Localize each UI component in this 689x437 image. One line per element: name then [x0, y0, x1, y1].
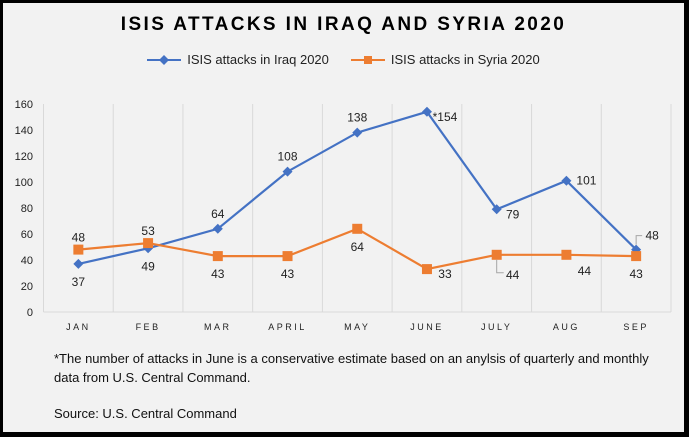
y-tick-label: 0 [27, 307, 33, 319]
data-point-syria [561, 249, 572, 260]
data-point-syria [631, 251, 642, 262]
y-tick-label: 160 [15, 99, 33, 111]
y-tick-label: 40 [21, 255, 33, 267]
data-point-syria [421, 264, 432, 275]
data-point-syria [143, 238, 154, 249]
legend-item-syria: ISIS attacks in Syria 2020 [350, 52, 540, 67]
legend-label-iraq: ISIS attacks in Iraq 2020 [187, 52, 329, 67]
y-tick-label: 100 [15, 177, 33, 189]
data-label-syria: 43 [211, 267, 225, 281]
footnote: *The number of attacks in June is a cons… [54, 351, 649, 385]
x-tick-label: AUG [553, 322, 580, 332]
x-tick-label: JUNE [410, 322, 444, 332]
data-point-iraq [212, 223, 223, 234]
data-point-iraq [421, 106, 432, 117]
chart-frame: ISIS ATTACKS IN IRAQ AND SYRIA 2020 ISIS… [3, 3, 684, 432]
data-label-syria: 53 [141, 224, 155, 238]
y-tick-label: 120 [15, 151, 33, 163]
y-tick-label: 80 [21, 203, 33, 215]
legend: ISIS attacks in Iraq 2020 ISIS attacks i… [3, 52, 684, 67]
legend-marker-iraq [147, 54, 182, 65]
data-label-iraq: *154 [433, 110, 458, 124]
x-tick-label: MAY [344, 322, 370, 332]
data-label-iraq: 64 [211, 207, 225, 221]
data-label-iraq: 138 [347, 111, 367, 125]
legend-label-syria: ISIS attacks in Syria 2020 [390, 52, 540, 67]
x-tick-label: SEP [623, 322, 649, 332]
data-label-iraq: 48 [645, 229, 659, 243]
data-point-syria [282, 251, 293, 262]
x-tick-label: APRIL [268, 322, 307, 332]
data-point-iraq [282, 166, 293, 177]
data-label-syria: 43 [281, 267, 295, 281]
data-point-iraq [73, 258, 84, 269]
data-label-iraq: 37 [72, 275, 86, 289]
y-tick-label: 140 [15, 125, 33, 137]
x-tick-label: MAR [204, 322, 232, 332]
legend-marker-syria [350, 55, 385, 64]
source-note: Source: U.S. Central Command [54, 406, 237, 421]
data-label-iraq: 101 [576, 174, 596, 188]
data-label-syria: 64 [351, 240, 365, 254]
x-tick-label: JULY [481, 322, 512, 332]
data-label-syria: 48 [72, 231, 86, 245]
data-point-iraq [352, 127, 363, 138]
x-tick-label: FEB [136, 322, 161, 332]
leader-line [635, 235, 643, 245]
x-tick-label: JAN [66, 322, 91, 332]
data-label-syria: 33 [438, 267, 452, 281]
data-label-iraq: 108 [278, 150, 298, 164]
data-point-syria [491, 249, 502, 260]
data-point-syria [73, 244, 84, 255]
data-label-syria: 43 [629, 267, 643, 281]
data-point-iraq [561, 175, 572, 186]
data-point-iraq [491, 204, 502, 215]
data-point-syria [212, 251, 223, 262]
y-tick-label: 60 [21, 229, 33, 241]
y-tick-label: 20 [21, 281, 33, 293]
data-label-syria: 44 [506, 268, 520, 282]
data-label-iraq: 49 [141, 259, 155, 273]
leader-line [496, 259, 504, 274]
plot-area: 0 20 40 60 80 100 120 140 160 JAN FEB MAR APRIL MAY JU… [15, 99, 672, 332]
data-point-syria [352, 223, 363, 234]
legend-item-iraq: ISIS attacks in Iraq 2020 [147, 52, 329, 67]
data-label-syria: 44 [578, 264, 592, 278]
data-label-iraq: 79 [506, 207, 520, 221]
chart-title: ISIS ATTACKS IN IRAQ AND SYRIA 2020 [120, 14, 567, 35]
